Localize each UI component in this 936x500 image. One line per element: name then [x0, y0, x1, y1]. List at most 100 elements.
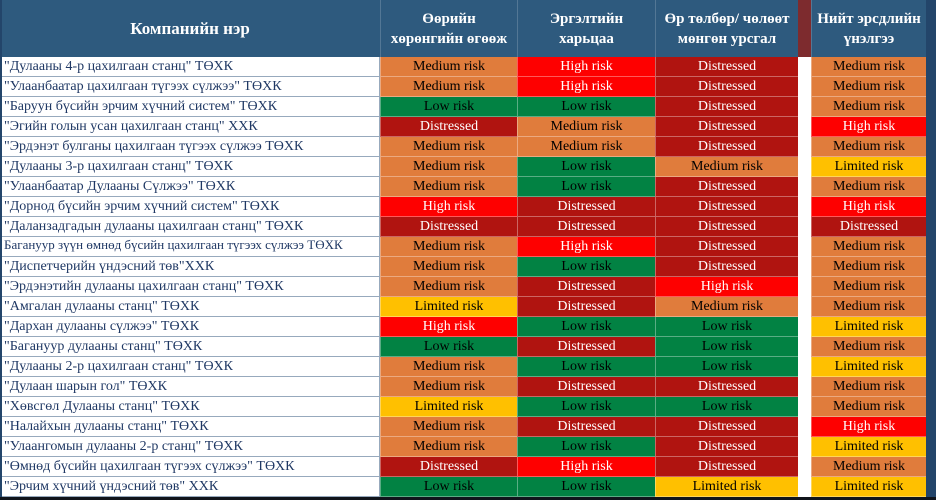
risk-cell-limited: Limited risk: [811, 157, 926, 177]
risk-cell-medium: Medium risk: [380, 357, 517, 377]
risk-cell-medium: Medium risk: [380, 77, 517, 97]
spacer-cell: [798, 477, 811, 497]
risk-cell-distressed: Distressed: [517, 297, 655, 317]
header-total-risk: Нийт эрсдлийн үнэлгээ: [811, 0, 926, 57]
spacer-cell: [798, 197, 811, 217]
spacer-cell: [798, 277, 811, 297]
risk-cell-low: Low risk: [655, 357, 798, 377]
company-name-cell: "Дулааны 2-р цахилгаан станц" ТӨХК: [0, 357, 380, 377]
risk-cell-distressed: Distressed: [517, 377, 655, 397]
risk-cell-low: Low risk: [380, 337, 517, 357]
risk-cell-medium: Medium risk: [811, 57, 926, 77]
risk-cell-low: Low risk: [517, 157, 655, 177]
spacer-cell: [798, 437, 811, 457]
spacer-cell: [798, 357, 811, 377]
risk-cell-low: Low risk: [517, 177, 655, 197]
header-roe: Өөрийн хөрөнгийн өгөөж: [380, 0, 517, 57]
risk-cell-high: High risk: [655, 277, 798, 297]
company-name-cell: "Улаанбаатар цахилгаан түгээх сүлжээ" ТӨ…: [0, 77, 380, 97]
spacer-cell: [798, 417, 811, 437]
risk-cell-limited: Limited risk: [811, 437, 926, 457]
risk-cell-low: Low risk: [517, 317, 655, 337]
risk-cell-distressed: Distressed: [655, 97, 798, 117]
risk-cell-medium: Medium risk: [517, 137, 655, 157]
company-name-cell: "Хөвсгөл Дулааны станц" ТӨХК: [0, 397, 380, 417]
risk-cell-limited: Limited risk: [380, 397, 517, 417]
spacer-cell: [798, 297, 811, 317]
risk-cell-medium: Medium risk: [380, 377, 517, 397]
risk-cell-medium: Medium risk: [811, 177, 926, 197]
company-name-cell: "Диспетчерийн үндэсний төв"ХХК: [0, 257, 380, 277]
risk-cell-distressed: Distressed: [811, 217, 926, 237]
spacer-cell: [798, 117, 811, 137]
risk-cell-distressed: Distressed: [655, 77, 798, 97]
company-name-cell: "Амгалан дулааны станц" ТӨХК: [0, 297, 380, 317]
company-name-cell: "Улаанбаатар Дулааны Сүлжээ" ТӨХК: [0, 177, 380, 197]
risk-cell-medium: Medium risk: [811, 457, 926, 477]
spacer-cell: [798, 317, 811, 337]
header-company: Компанийн нэр: [0, 0, 380, 57]
risk-cell-medium: Medium risk: [380, 417, 517, 437]
risk-cell-high: High risk: [380, 197, 517, 217]
risk-cell-medium: Medium risk: [380, 237, 517, 257]
risk-cell-distressed: Distressed: [517, 197, 655, 217]
risk-cell-distressed: Distressed: [655, 457, 798, 477]
spacer-cell: [798, 217, 811, 237]
risk-cell-distressed: Distressed: [655, 197, 798, 217]
table-right-border: [926, 0, 936, 500]
risk-cell-distressed: Distressed: [655, 257, 798, 277]
company-name-cell: "Дулаан шарын гол" ТӨХК: [0, 377, 380, 397]
company-name-cell: "Дулааны 3-р цахилгаан станц" ТӨХК: [0, 157, 380, 177]
risk-cell-medium: Medium risk: [811, 337, 926, 357]
risk-cell-high: High risk: [517, 77, 655, 97]
risk-cell-high: High risk: [811, 117, 926, 137]
risk-cell-medium: Medium risk: [380, 157, 517, 177]
company-name-cell: "Эрдэнэт булганы цахилгаан түгээх сүлжээ…: [0, 137, 380, 157]
risk-cell-medium: Medium risk: [811, 277, 926, 297]
risk-cell-medium: Medium risk: [380, 137, 517, 157]
risk-cell-distressed: Distressed: [655, 417, 798, 437]
spacer-cell: [798, 177, 811, 197]
risk-cell-medium: Medium risk: [811, 137, 926, 157]
risk-cell-distressed: Distressed: [655, 237, 798, 257]
risk-cell-distressed: Distressed: [655, 57, 798, 77]
spacer-cell: [798, 137, 811, 157]
spacer-cell: [798, 397, 811, 417]
spacer-cell: [798, 157, 811, 177]
risk-cell-limited: Limited risk: [380, 297, 517, 317]
risk-cell-low: Low risk: [517, 477, 655, 497]
spacer-cell: [798, 97, 811, 117]
company-name-cell: "Эгийн голын усан цахилгаан станц" ХХК: [0, 117, 380, 137]
company-name-cell: "Багануур дулааны станц" ТӨХК: [0, 337, 380, 357]
risk-cell-distressed: Distressed: [517, 417, 655, 437]
risk-cell-distressed: Distressed: [380, 217, 517, 237]
company-name-cell: "Дулааны 4-р цахилгаан станц" ТӨХК: [0, 57, 380, 77]
risk-cell-low: Low risk: [380, 477, 517, 497]
risk-cell-medium: Medium risk: [811, 397, 926, 417]
risk-cell-medium: Medium risk: [811, 97, 926, 117]
risk-cell-medium: Medium risk: [380, 257, 517, 277]
risk-cell-high: High risk: [517, 237, 655, 257]
risk-cell-low: Low risk: [517, 357, 655, 377]
risk-cell-limited: Limited risk: [811, 477, 926, 497]
spacer-cell: [798, 57, 811, 77]
risk-cell-high: High risk: [517, 57, 655, 77]
table-left-border: [0, 0, 2, 497]
risk-cell-distressed: Distressed: [655, 117, 798, 137]
company-name-cell: "Эрчим хүчний үндэсний төв" ХХК: [0, 477, 380, 497]
risk-cell-medium: Medium risk: [655, 157, 798, 177]
company-name-cell: "Дархан дулааны сүлжээ" ТӨХК: [0, 317, 380, 337]
company-name-cell: "Баруун бүсийн эрчим хүчний систем" ТӨХК: [0, 97, 380, 117]
risk-cell-low: Low risk: [655, 337, 798, 357]
risk-cell-distressed: Distressed: [517, 217, 655, 237]
risk-cell-low: Low risk: [517, 97, 655, 117]
risk-cell-limited: Limited risk: [811, 317, 926, 337]
spacer-cell: [798, 257, 811, 277]
company-name-cell: Багануур зүүн өмнөд бүсийн цахилгаан түг…: [0, 237, 380, 257]
header-current-ratio: Эргэлтийн харьцаа: [517, 0, 655, 57]
risk-cell-high: High risk: [811, 417, 926, 437]
risk-cell-limited: Limited risk: [655, 477, 798, 497]
risk-cell-medium: Medium risk: [517, 117, 655, 137]
